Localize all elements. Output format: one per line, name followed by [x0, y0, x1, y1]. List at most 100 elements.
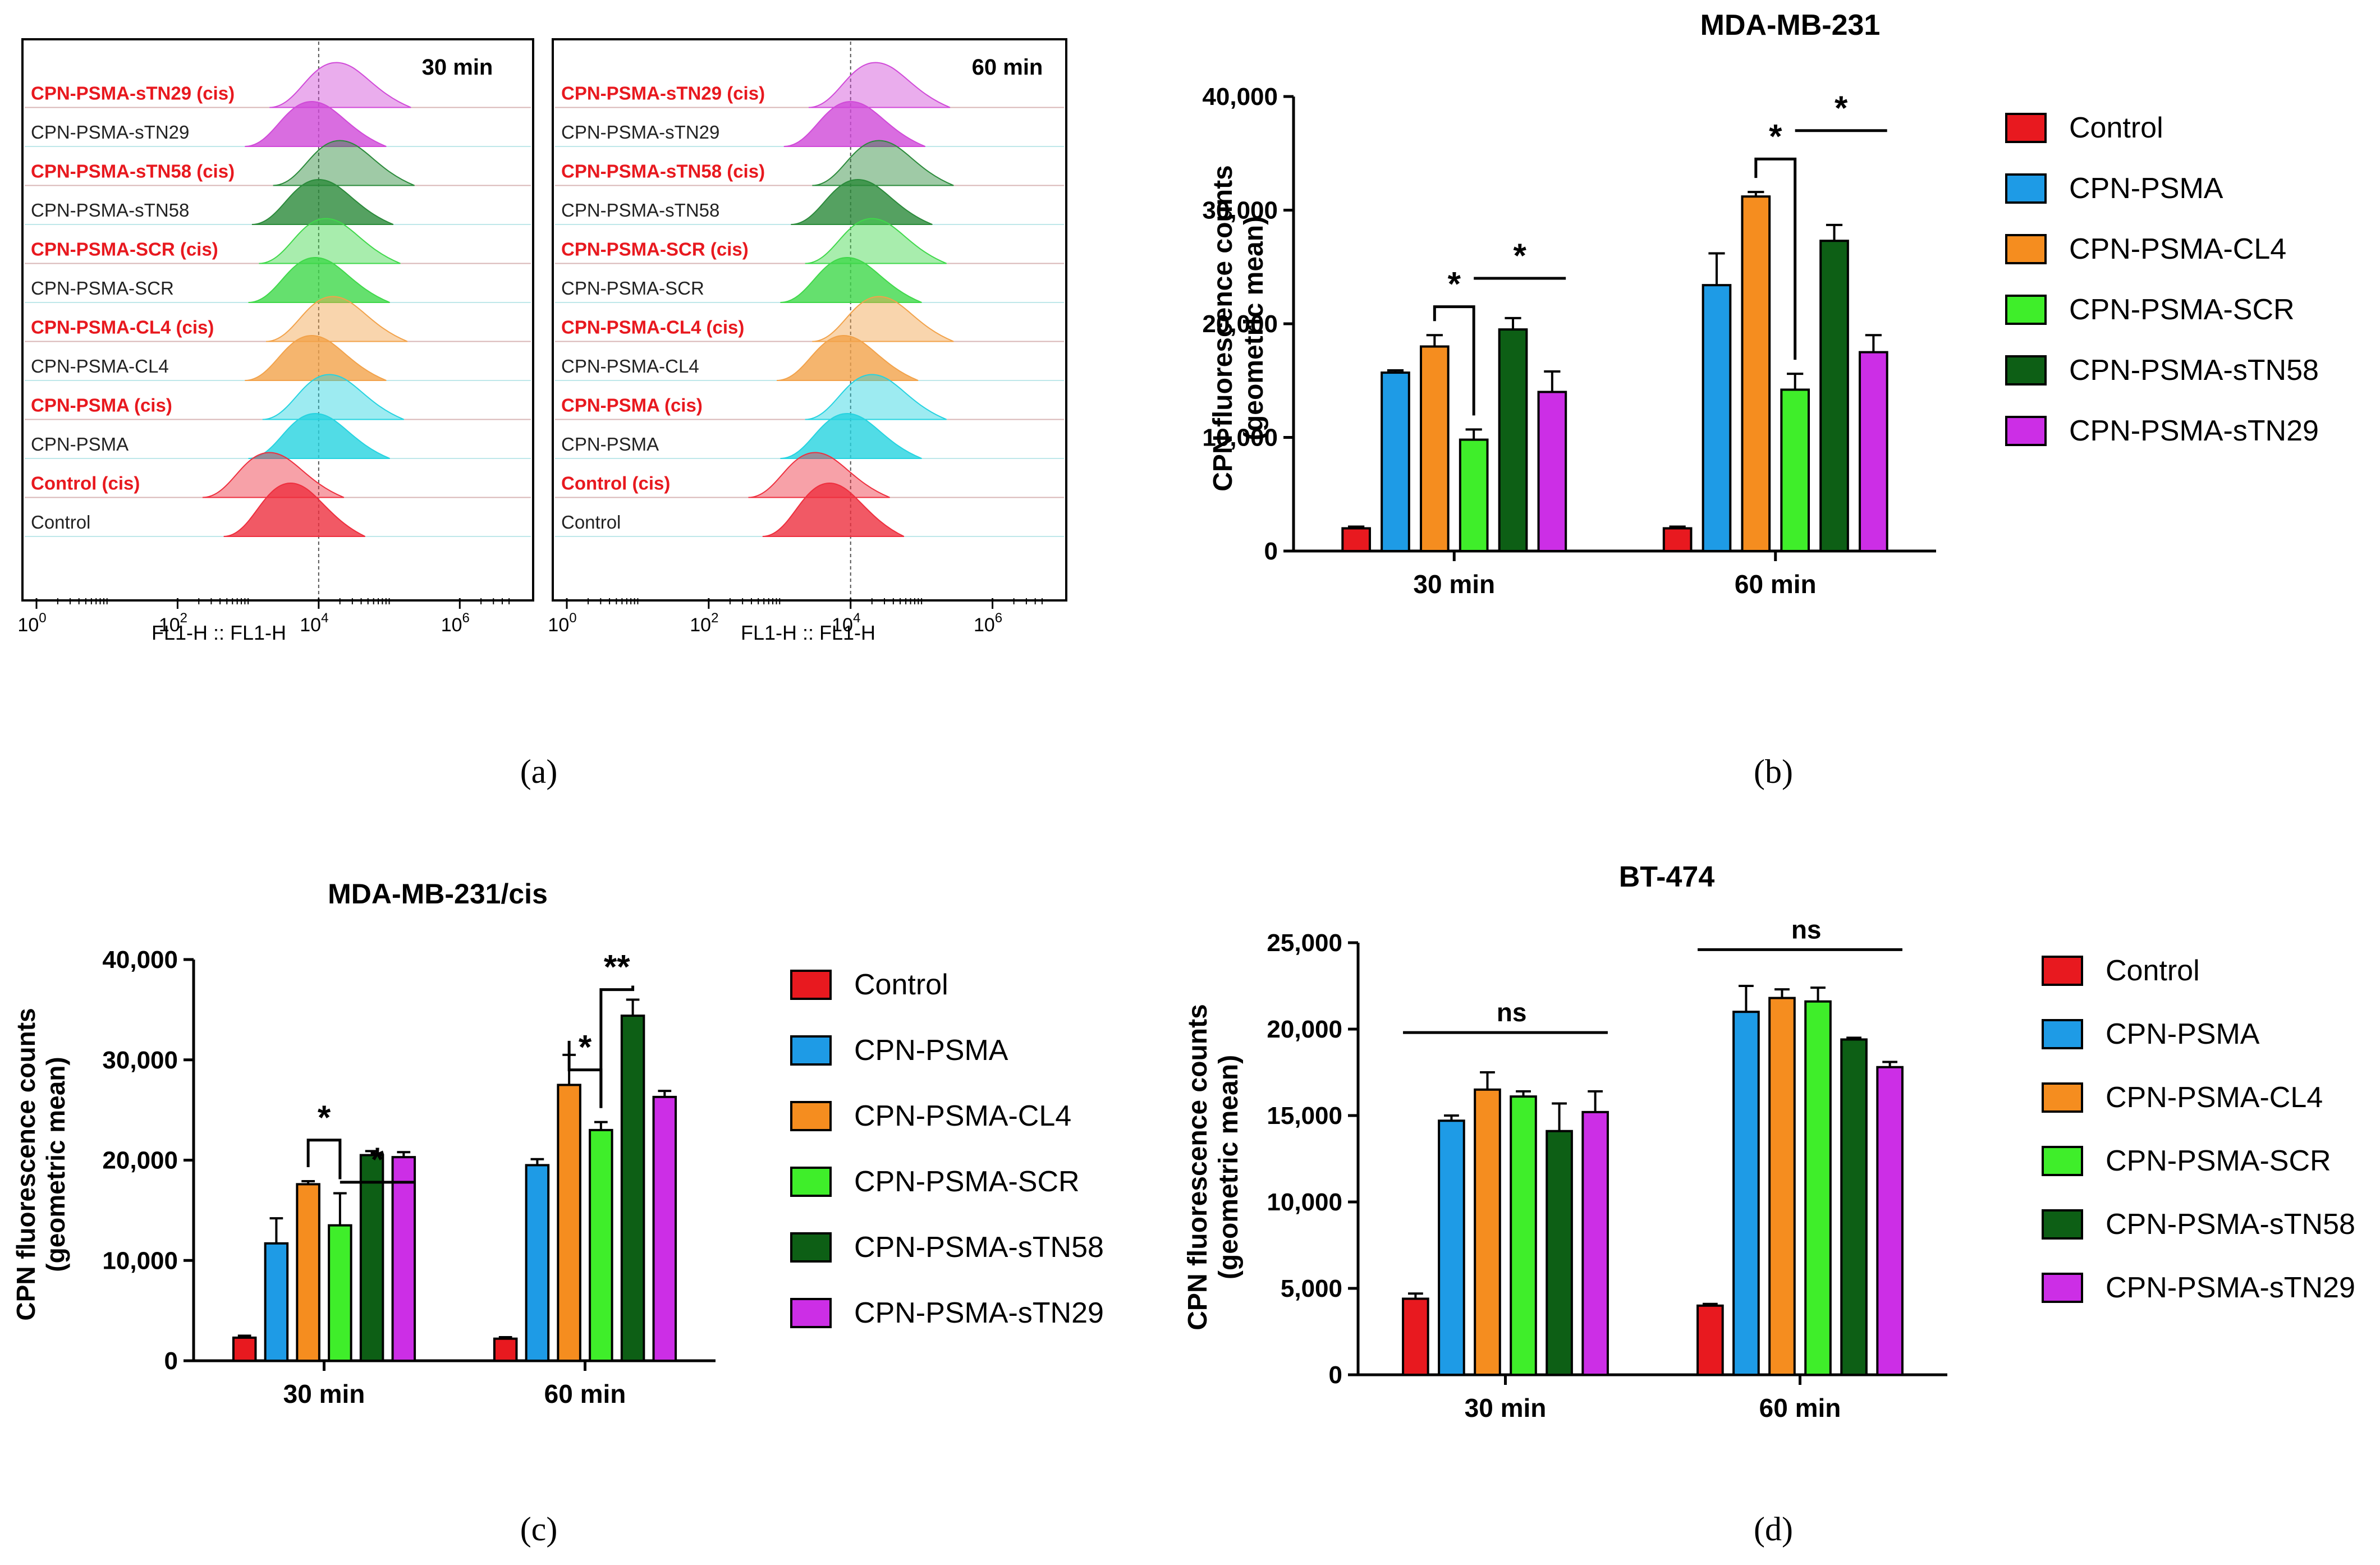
- bar-cpn-psma-stn29-60-min: [652, 1095, 677, 1362]
- row-label-control-cis: Control (cis): [561, 473, 670, 494]
- tick-label-10e4: 104: [300, 611, 328, 636]
- tick-exponent: 2: [180, 611, 187, 626]
- legend-label-cpn-psma-scr: CPN-PSMA-SCR: [2106, 1145, 2331, 1177]
- flow-title-30min: 30 min: [422, 55, 493, 80]
- row-label-cpn-psma-scr: CPN-PSMA-SCR: [561, 278, 704, 299]
- legend-swatch-cpn-psma-scr: [2005, 295, 2047, 325]
- bar-cpn-psma-stn58-30-min: [1498, 328, 1528, 552]
- y-tick-label: 10,000: [1202, 424, 1278, 452]
- row-label-cpn-psma-cl4: CPN-PSMA-CL4: [31, 356, 169, 377]
- chart-d-ylabel-line1: CPN fluorescence counts: [1183, 1004, 1213, 1330]
- legend-label-control: Control: [2069, 112, 2163, 144]
- tick-base: 10: [17, 614, 39, 636]
- panel-b: MDA-MB-231 CPN fluorescence counts (geom…: [1202, 9, 2319, 790]
- bar-cpn-psma-30-min: [1381, 371, 1410, 552]
- x-tick-label-60-min: 60 min: [1759, 1393, 1841, 1422]
- bar-cpn-psma-stn29-30-min: [391, 1156, 416, 1362]
- legend-label-cpn-psma-stn29: CPN-PSMA-sTN29: [2069, 415, 2319, 447]
- bar-cpn-psma-stn29-60-min: [1876, 1066, 1904, 1376]
- tick-label-10e2: 102: [159, 611, 187, 636]
- histogram-control: [762, 482, 905, 537]
- flow-rows-60min: CPN-PSMA-sTN29 (cis) CPN-PSMA-sTN29 CPN-PS…: [555, 42, 1064, 598]
- chart-b-plot: 0 10,000 20,000 30,000 40,000 30 min 60 min * * *…: [1202, 83, 1936, 599]
- row-label-cpn-psma-stn58-cis: CPN-PSMA-sTN58 (cis): [561, 161, 765, 182]
- row-label-control: Control: [561, 512, 621, 533]
- significance-label: *: [1514, 237, 1527, 274]
- histogram-cpn-psma-cl4: [245, 334, 387, 381]
- histogram-cpn-psma-cis: [805, 374, 947, 420]
- bar-cpn-psma-scr-60-min: [1804, 1000, 1832, 1376]
- legend-swatch-cpn-psma: [2042, 1019, 2083, 1049]
- y-tick-label: 30,000: [102, 1047, 178, 1074]
- tick-base: 10: [300, 614, 321, 636]
- chart-c-legend: Control CPN-PSMA CPN-PSMA-CL4 CPN-PSMA-SCR C…: [790, 969, 1104, 1329]
- legend-label-cpn-psma-stn58: CPN-PSMA-sTN58: [2069, 354, 2319, 387]
- row-label-cpn-psma-cl4-cis: CPN-PSMA-CL4 (cis): [561, 317, 744, 338]
- histogram-cpn-psma-stn58-cis: [273, 140, 415, 186]
- histogram-control-cis: [202, 452, 345, 498]
- legend-label-cpn-psma-scr: CPN-PSMA-SCR: [2069, 293, 2295, 326]
- row-label-cpn-psma-cis: CPN-PSMA (cis): [31, 395, 172, 416]
- tick-exponent: 2: [711, 611, 718, 626]
- significance-label: *: [1448, 265, 1461, 303]
- bar-cpn-psma-60-min: [1702, 284, 1732, 552]
- flow-axis-label-60min: FL1-H :: FL1-H: [741, 621, 875, 644]
- legend-label-control: Control: [2106, 954, 2200, 987]
- histogram-cpn-psma-cl4: [777, 334, 919, 381]
- y-tick-label: 20,000: [1202, 310, 1278, 338]
- bar-cpn-psma-cl4-30-min: [1474, 1088, 1501, 1376]
- bar-cpn-psma-scr-60-min: [589, 1128, 613, 1362]
- histogram-control: [223, 482, 366, 537]
- tick-label-10e2: 102: [690, 611, 718, 636]
- histogram-cpn-psma-scr-cis: [259, 218, 401, 264]
- y-tick-label: 20,000: [102, 1147, 178, 1174]
- legend-swatch-cpn-psma: [790, 1035, 832, 1066]
- row-label-cpn-psma-cl4-cis: CPN-PSMA-CL4 (cis): [31, 317, 214, 338]
- legend-swatch-control: [2005, 113, 2047, 143]
- legend-swatch-cpn-psma-scr: [790, 1167, 832, 1197]
- y-tick-label: 15,000: [1267, 1102, 1342, 1130]
- bar-cpn-psma-scr-30-min: [328, 1224, 352, 1362]
- histogram-cpn-psma-scr: [248, 256, 390, 303]
- bar-cpn-psma-scr-60-min: [1780, 388, 1810, 552]
- histogram-cpn-psma-stn58: [791, 178, 933, 225]
- significance-label: ns: [1497, 998, 1527, 1027]
- tick-exponent: 6: [995, 611, 1002, 626]
- tick-base: 10: [690, 614, 711, 636]
- legend-swatch-cpn-psma-stn58: [2042, 1209, 2083, 1240]
- histogram-cpn-psma: [780, 412, 922, 459]
- x-tick-label-30-min: 30 min: [1465, 1393, 1547, 1422]
- legend-swatch-cpn-psma-stn58: [2005, 355, 2047, 385]
- tick-label-10e0: 100: [548, 611, 576, 636]
- row-label-cpn-psma-stn29-cis: CPN-PSMA-sTN29 (cis): [31, 83, 235, 104]
- y-tick-label: 10,000: [102, 1247, 178, 1274]
- bar-cpn-psma-cl4-60-min: [557, 1084, 581, 1362]
- flow-panel-30min: 30 min CPN-PSMA-sTN29 (cis)CPN-PSMA-sTN2…: [17, 38, 534, 644]
- tick-base: 10: [441, 614, 462, 636]
- bar-control-60-min: [1662, 527, 1693, 552]
- row-label-cpn-psma: CPN-PSMA: [31, 434, 129, 455]
- chart-d-title: BT-474: [1619, 861, 1715, 893]
- legend-label-cpn-psma-stn29: CPN-PSMA-sTN29: [854, 1297, 1104, 1329]
- bar-control-30-min: [1402, 1297, 1429, 1376]
- bar-cpn-psma-cl4-30-min: [296, 1183, 320, 1362]
- panel-label-a: (a): [520, 753, 558, 790]
- y-tick-label: 0: [164, 1347, 178, 1375]
- bar-cpn-psma-cl4-60-min: [1741, 195, 1771, 552]
- y-tick-label: 0: [1329, 1361, 1342, 1389]
- bar-cpn-psma-scr-30-min: [1459, 438, 1489, 552]
- significance-label: *: [371, 1141, 384, 1178]
- histogram-cpn-psma-stn29: [245, 100, 387, 147]
- row-label-cpn-psma-stn58: CPN-PSMA-sTN58: [561, 200, 719, 221]
- flow-rows-30min: CPN-PSMA-sTN29 (cis) CPN-PSMA-sTN29 CPN-PS…: [25, 42, 531, 598]
- tick-base: 10: [548, 614, 569, 636]
- row-label-cpn-psma-scr-cis: CPN-PSMA-SCR (cis): [561, 239, 749, 260]
- significance-label: **: [604, 948, 630, 986]
- histogram-cpn-psma-scr-cis: [805, 218, 947, 264]
- legend-label-cpn-psma-scr: CPN-PSMA-SCR: [854, 1165, 1080, 1198]
- bar-cpn-psma-30-min: [264, 1242, 289, 1362]
- panel-label-d: (d): [1754, 1511, 1793, 1548]
- legend-label-cpn-psma-cl4: CPN-PSMA-CL4: [2069, 233, 2286, 265]
- significance-label: *: [1769, 117, 1782, 155]
- legend-swatch-cpn-psma-stn29: [2042, 1273, 2083, 1303]
